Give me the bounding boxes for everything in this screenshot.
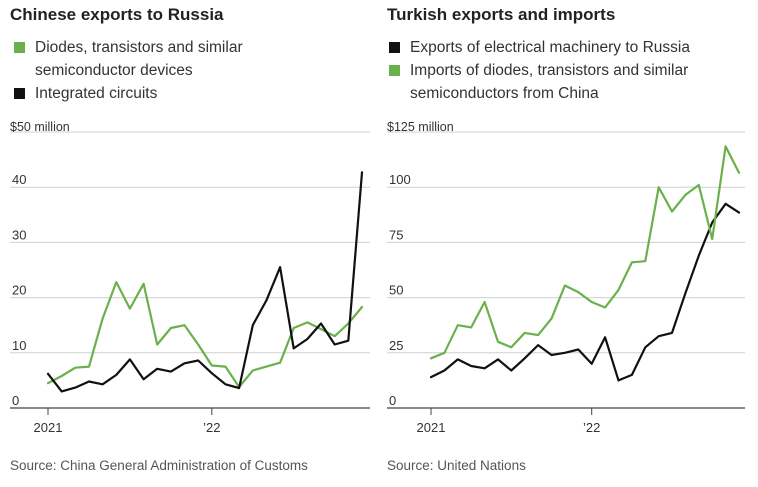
y-tick-label: $50 million bbox=[10, 120, 70, 134]
legend-label-line: semiconductors from China bbox=[410, 85, 599, 102]
legend-item-ic-china: Integrated circuits bbox=[14, 82, 243, 105]
chart-0: 0 10 20 30 40 $50 million 2021 ’22 bbox=[10, 120, 370, 435]
legend-china: Diodes, transistors and similar semicond… bbox=[14, 36, 243, 105]
x-tick-label: 2021 bbox=[34, 420, 63, 435]
series-line-green bbox=[429, 145, 741, 360]
y-tick-label: 50 bbox=[389, 283, 403, 298]
y-tick-label: 75 bbox=[389, 227, 403, 242]
series-line-green bbox=[46, 281, 364, 389]
black-swatch-icon bbox=[14, 88, 25, 99]
black-swatch-icon bbox=[389, 42, 400, 53]
y-tick-label: 25 bbox=[389, 338, 403, 353]
y-tick-label: 100 bbox=[389, 172, 411, 187]
source-turkey: Source: United Nations bbox=[387, 458, 526, 473]
y-tick-label: 0 bbox=[12, 393, 19, 408]
x-tick-label: ’22 bbox=[583, 420, 600, 435]
green-swatch-icon bbox=[389, 65, 400, 76]
legend-label-line: Exports of electrical machinery to Russi… bbox=[410, 39, 690, 56]
y-tick-label: 20 bbox=[12, 283, 26, 298]
legend-item-imports-turkey: Imports of diodes, transistors and simil… bbox=[389, 59, 690, 105]
series-line-black bbox=[429, 202, 741, 382]
legend-item-diodes-china: Diodes, transistors and similar semicond… bbox=[14, 36, 243, 82]
y-tick-label: $125 million bbox=[387, 120, 454, 134]
legend-label-line: semiconductor devices bbox=[35, 62, 193, 79]
chart-title-china: Chinese exports to Russia bbox=[10, 5, 224, 24]
y-tick-label: 10 bbox=[12, 338, 26, 353]
y-tick-label: 40 bbox=[12, 172, 26, 187]
legend-item-exports-turkey: Exports of electrical machinery to Russi… bbox=[389, 36, 690, 59]
legend-label-line: Integrated circuits bbox=[35, 85, 158, 102]
legend-label-line: Imports of diodes, transistors and simil… bbox=[410, 62, 689, 79]
y-tick-label: 0 bbox=[389, 393, 396, 408]
chart-title-turkey: Turkish exports and imports bbox=[387, 5, 616, 24]
legend-turkey: Exports of electrical machinery to Russi… bbox=[389, 36, 690, 105]
legend-label-line: Diodes, transistors and similar bbox=[35, 39, 243, 56]
chart-1: 0 25 50 75 100 $125 million 2021 ’22 bbox=[387, 120, 745, 435]
x-tick-label: ’22 bbox=[203, 420, 220, 435]
source-china: Source: China General Administration of … bbox=[10, 458, 308, 473]
green-swatch-icon bbox=[14, 42, 25, 53]
x-tick-label: 2021 bbox=[417, 420, 446, 435]
y-tick-label: 30 bbox=[12, 227, 26, 242]
series-line-black bbox=[46, 171, 364, 393]
